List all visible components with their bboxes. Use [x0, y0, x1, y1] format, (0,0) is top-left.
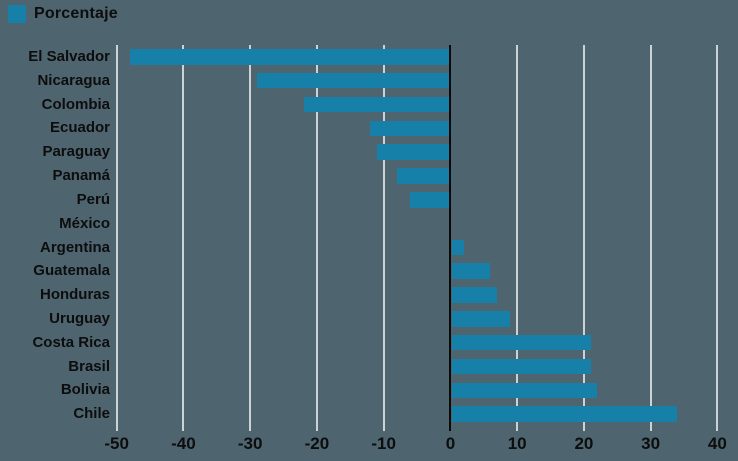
x-tick-label: 10 — [507, 434, 527, 453]
zero-axis-line — [449, 45, 452, 431]
category-label: El Salvador — [28, 48, 110, 65]
bar — [377, 144, 449, 160]
gridline — [182, 45, 185, 426]
bar — [451, 263, 491, 279]
category-label: Bolivia — [60, 381, 110, 399]
x-tick-mark — [516, 426, 519, 431]
gridline — [582, 45, 585, 426]
x-tick-label: -10 — [371, 434, 396, 453]
x-tick-mark — [249, 426, 252, 431]
category-label: Perú — [76, 190, 110, 208]
category-label: Honduras — [39, 286, 110, 304]
gridline — [649, 45, 652, 426]
x-tick-mark — [182, 426, 185, 431]
bar — [256, 72, 449, 89]
bar — [451, 239, 464, 256]
x-tick-label: 20 — [574, 434, 594, 453]
category-label: Nicaragua — [37, 71, 110, 89]
bar — [410, 192, 449, 208]
x-tick-label: 30 — [641, 434, 661, 453]
gridline — [115, 45, 118, 426]
x-tick-label: -40 — [171, 434, 196, 453]
category-label: Chile — [73, 405, 110, 423]
bar — [130, 49, 449, 65]
category-label: Brasil — [68, 357, 110, 375]
category-label: Paraguay — [42, 143, 110, 161]
x-tick-label: -50 — [104, 434, 129, 453]
x-tick-mark — [582, 426, 585, 431]
x-tick-mark — [716, 426, 719, 431]
category-label: Guatemala — [33, 262, 110, 280]
x-tick-label: -20 — [304, 434, 330, 453]
x-tick-label: 40 — [707, 434, 727, 453]
legend-swatch — [8, 5, 26, 23]
category-label: México — [59, 214, 110, 232]
bar — [451, 311, 511, 327]
bar — [451, 287, 498, 303]
category-label: Ecuador — [49, 119, 110, 137]
x-tick-mark — [382, 426, 385, 431]
gridline — [516, 45, 519, 426]
gridline — [315, 45, 318, 426]
category-label: Costa Rica — [32, 333, 110, 351]
x-tick-mark — [115, 426, 118, 431]
category-label: Argentina — [39, 238, 110, 256]
gridline — [249, 45, 252, 426]
bar — [397, 168, 449, 184]
x-tick-mark — [315, 426, 318, 431]
bar — [451, 358, 591, 375]
x-tick-label: -30 — [237, 434, 263, 453]
bar — [370, 120, 449, 137]
x-tick-mark — [649, 426, 652, 431]
chart-legend: Porcentaje — [8, 5, 118, 23]
category-label: Panamá — [52, 167, 110, 185]
gridline — [716, 45, 719, 426]
bar — [451, 382, 598, 399]
bar — [451, 334, 591, 351]
bar — [451, 406, 678, 422]
category-label: Colombia — [41, 95, 110, 113]
x-tick-label: 0 — [445, 434, 456, 453]
category-label: Uruguay — [49, 309, 110, 327]
gridline — [382, 45, 385, 426]
bar — [303, 96, 449, 113]
legend-label: Porcentaje — [34, 5, 118, 22]
